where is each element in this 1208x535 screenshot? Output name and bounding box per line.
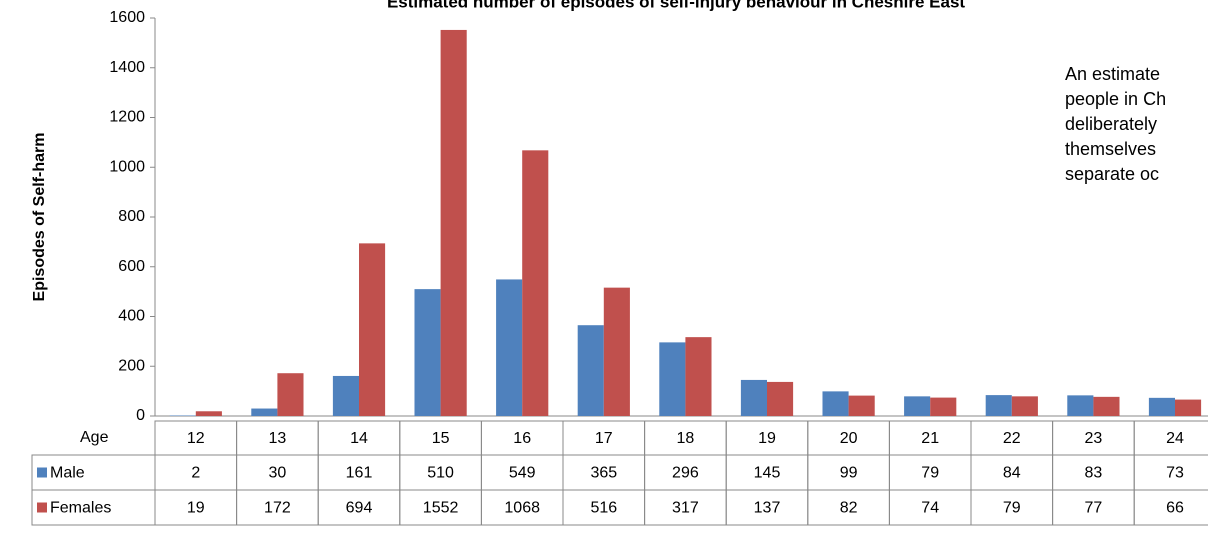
x-tick-label: 12	[187, 430, 205, 447]
table-value: 79	[1003, 500, 1021, 517]
table-value: 137	[754, 500, 781, 517]
x-tick-label: 22	[1003, 430, 1021, 447]
bar	[1011, 396, 1038, 416]
bar	[1067, 395, 1094, 416]
y-axis-label: Episodes of Self-harm	[31, 133, 48, 302]
annotation: themselves	[1065, 139, 1156, 159]
table-value: 161	[346, 465, 373, 482]
x-tick-label: 13	[269, 430, 287, 447]
x-axis-label: Age	[80, 429, 109, 446]
bar	[904, 396, 931, 416]
bar	[277, 373, 304, 416]
y-tick-label: 1400	[109, 59, 145, 76]
table-value: 73	[1166, 465, 1184, 482]
table-value: 510	[427, 465, 454, 482]
table-value: 1068	[504, 500, 540, 517]
bar	[414, 289, 441, 416]
table-value: 549	[509, 465, 536, 482]
legend-swatch	[37, 467, 47, 478]
bar	[359, 243, 386, 416]
y-tick-label: 1000	[109, 158, 145, 175]
table-value: 317	[672, 500, 699, 517]
y-tick-label: 1200	[109, 109, 145, 126]
y-tick-label: 600	[118, 258, 145, 275]
table-value: 145	[754, 465, 781, 482]
table-value: 99	[840, 465, 858, 482]
y-tick-label: 200	[118, 357, 145, 374]
bar	[251, 408, 278, 416]
table-value: 694	[346, 500, 373, 517]
bar	[659, 342, 686, 416]
table-value: 82	[840, 500, 858, 517]
table-cell	[1133, 489, 1208, 526]
bar	[740, 379, 767, 416]
annotation: An estimate	[1065, 64, 1160, 84]
table-value: 1552	[423, 500, 459, 517]
bar	[1148, 397, 1175, 416]
annotation: people in Ch	[1065, 89, 1166, 109]
bar	[848, 395, 875, 416]
bar	[522, 150, 549, 416]
table-value: 30	[269, 465, 287, 482]
legend-swatch	[37, 502, 47, 513]
table-value: 79	[921, 465, 939, 482]
table-value: 365	[590, 465, 617, 482]
table-value: 84	[1003, 465, 1021, 482]
bar	[440, 29, 467, 416]
chart-title: Estimated number of episodes of self-inj…	[387, 0, 965, 11]
table-value: 66	[1166, 500, 1184, 517]
table-cell	[31, 489, 156, 526]
legend-label: Females	[50, 500, 111, 517]
bar	[822, 391, 849, 416]
bar	[496, 279, 523, 416]
y-tick-label: 0	[136, 407, 145, 424]
legend-label: Male	[50, 465, 85, 482]
x-tick-label: 14	[350, 430, 368, 447]
bar	[1175, 399, 1202, 416]
table-value: 296	[672, 465, 699, 482]
bar	[603, 287, 630, 416]
x-tick-label: 15	[432, 430, 450, 447]
y-tick-label: 400	[118, 308, 145, 325]
x-tick-label: 24	[1166, 430, 1184, 447]
bar	[930, 397, 957, 416]
bar	[1093, 396, 1120, 416]
table-value: 19	[187, 500, 205, 517]
x-tick-label: 18	[677, 430, 695, 447]
x-tick-label: 20	[840, 430, 858, 447]
bar	[332, 375, 359, 416]
table-value: 516	[590, 500, 617, 517]
table-value: 83	[1085, 465, 1103, 482]
x-tick-label: 21	[921, 430, 939, 447]
table-value: 172	[264, 500, 291, 517]
annotation: deliberately	[1065, 114, 1157, 134]
annotation: separate oc	[1065, 164, 1159, 184]
x-tick-label: 16	[513, 430, 531, 447]
bar	[685, 337, 712, 416]
x-tick-label: 19	[758, 430, 776, 447]
bar	[577, 325, 604, 416]
table-value: 74	[921, 500, 939, 517]
table-value: 77	[1085, 500, 1103, 517]
x-tick-label: 23	[1085, 430, 1103, 447]
x-tick-label: 17	[595, 430, 613, 447]
y-tick-label: 1600	[109, 9, 145, 26]
bar	[985, 395, 1012, 416]
bar	[767, 381, 794, 416]
bar	[195, 411, 222, 416]
table-value: 2	[191, 465, 200, 482]
y-tick-label: 800	[118, 208, 145, 225]
